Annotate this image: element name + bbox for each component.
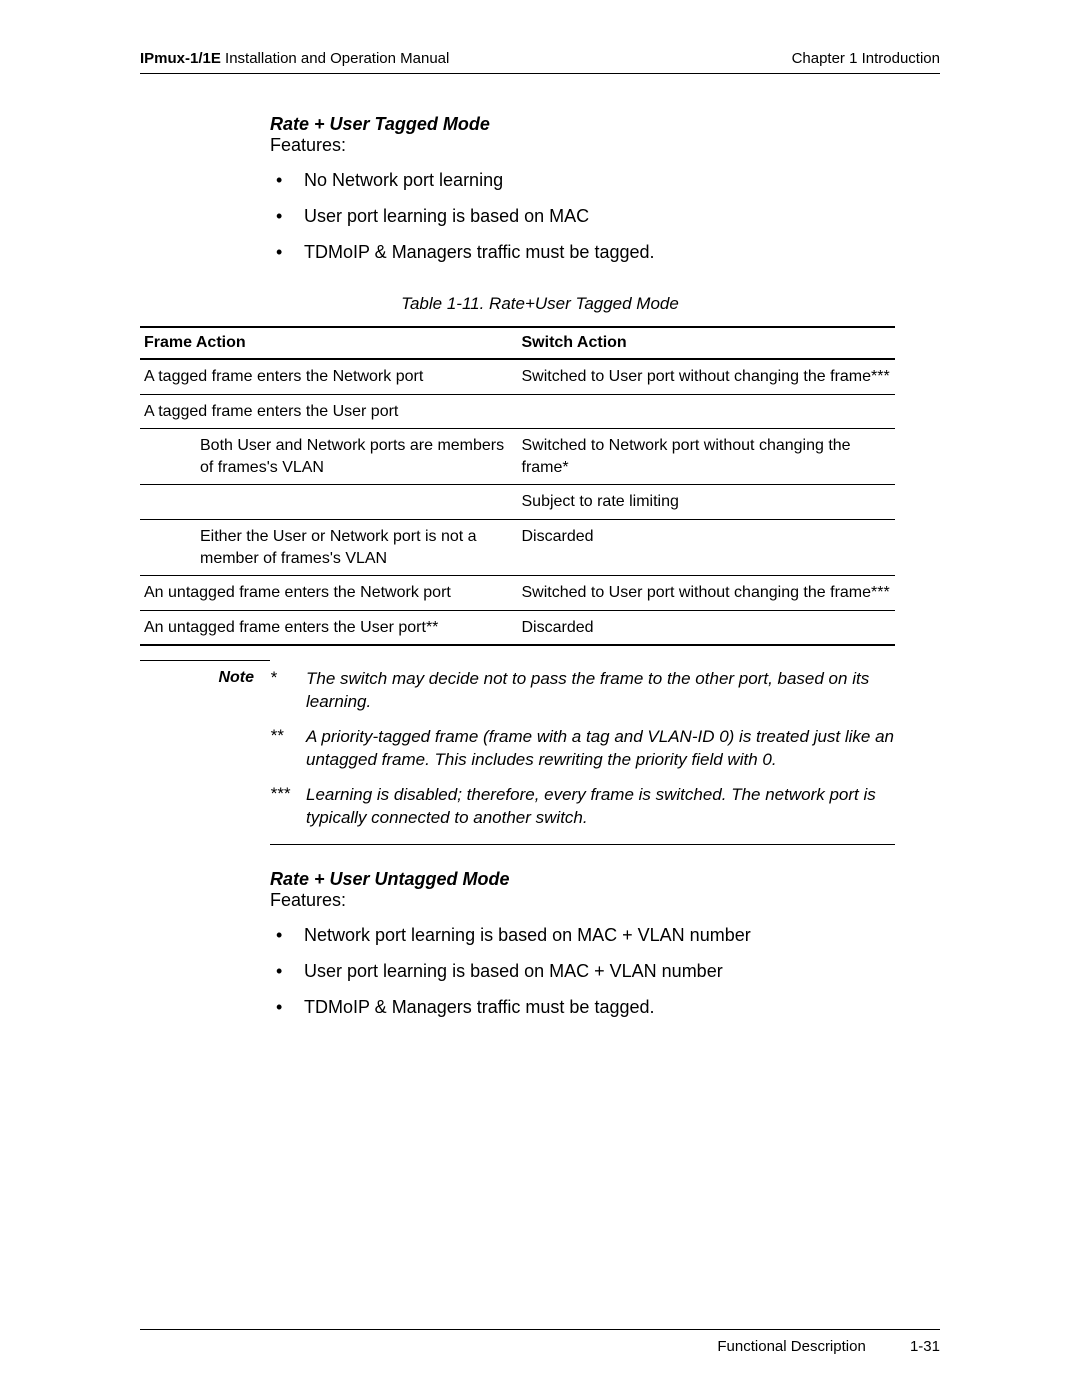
note-item: ** A priority-tagged frame (frame with a… [270, 726, 895, 772]
section2-heading: Rate + User Untagged Mode [270, 869, 940, 890]
note-mark: * [270, 668, 306, 714]
table-row: An untagged frame enters the Network por… [140, 576, 895, 611]
note-text: Learning is disabled; therefore, every f… [306, 784, 895, 830]
table-cell: An untagged frame enters the Network por… [140, 576, 518, 611]
list-item: TDMoIP & Managers traffic must be tagged… [270, 234, 940, 270]
section1-features-label: Features: [270, 135, 940, 156]
table-caption: Table 1-11. Rate+User Tagged Mode [140, 294, 940, 314]
header-suffix: Installation and Operation Manual [221, 50, 449, 67]
table-cell: Switched to User port without changing t… [518, 576, 896, 611]
list-item: TDMoIP & Managers traffic must be tagged… [270, 989, 940, 1025]
table-cell: Switched to Network port without changin… [518, 429, 896, 485]
section1-features-list: No Network port learning User port learn… [270, 162, 940, 270]
table-cell [140, 485, 518, 520]
page-header: IPmux-1/1E Installation and Operation Ma… [140, 50, 940, 74]
table-row: Either the User or Network port is not a… [140, 519, 895, 575]
table-cell: Either the User or Network port is not a… [140, 519, 518, 575]
note-mark: *** [270, 784, 306, 830]
note-mark: ** [270, 726, 306, 772]
table-cell: Discarded [518, 610, 896, 645]
header-chapter: Chapter 1 Introduction [792, 50, 940, 67]
table-header-switch-action: Switch Action [518, 327, 896, 359]
table-row: Both User and Network ports are members … [140, 429, 895, 485]
table-row: An untagged frame enters the User port**… [140, 610, 895, 645]
table-row: A tagged frame enters the Network port S… [140, 359, 895, 394]
table-cell: A tagged frame enters the Network port [140, 359, 518, 394]
list-item: Network port learning is based on MAC + … [270, 917, 940, 953]
note-label: Note [140, 660, 270, 845]
table-cell: Switched to User port without changing t… [518, 359, 896, 394]
header-product: IPmux-1/1E [140, 50, 221, 67]
table-row: A tagged frame enters the User port [140, 394, 895, 429]
note-item: *** Learning is disabled; therefore, eve… [270, 784, 895, 830]
table-cell: Subject to rate limiting [518, 485, 896, 520]
table-cell [518, 394, 896, 429]
section1-heading: Rate + User Tagged Mode [270, 114, 940, 135]
table-cell: Both User and Network ports are members … [140, 429, 518, 485]
table-cell: A tagged frame enters the User port [140, 394, 518, 429]
section2-features-list: Network port learning is based on MAC + … [270, 917, 940, 1025]
note-item: * The switch may decide not to pass the … [270, 668, 895, 714]
list-item: No Network port learning [270, 162, 940, 198]
page-footer: Functional Description 1-31 [140, 1329, 940, 1355]
footer-title: Functional Description [717, 1338, 865, 1355]
header-left: IPmux-1/1E Installation and Operation Ma… [140, 50, 449, 67]
section2-features-label: Features: [270, 890, 940, 911]
table-row: Subject to rate limiting [140, 485, 895, 520]
notes-block: Note * The switch may decide not to pass… [140, 660, 895, 845]
list-item: User port learning is based on MAC [270, 198, 940, 234]
table-cell: Discarded [518, 519, 896, 575]
table-cell: An untagged frame enters the User port** [140, 610, 518, 645]
footer-page: 1-31 [910, 1338, 940, 1355]
note-text: The switch may decide not to pass the fr… [306, 668, 895, 714]
table-header-frame-action: Frame Action [140, 327, 518, 359]
list-item: User port learning is based on MAC + VLA… [270, 953, 940, 989]
note-items: * The switch may decide not to pass the … [270, 660, 895, 845]
note-text: A priority-tagged frame (frame with a ta… [306, 726, 895, 772]
mode-table: Frame Action Switch Action A tagged fram… [140, 326, 895, 646]
